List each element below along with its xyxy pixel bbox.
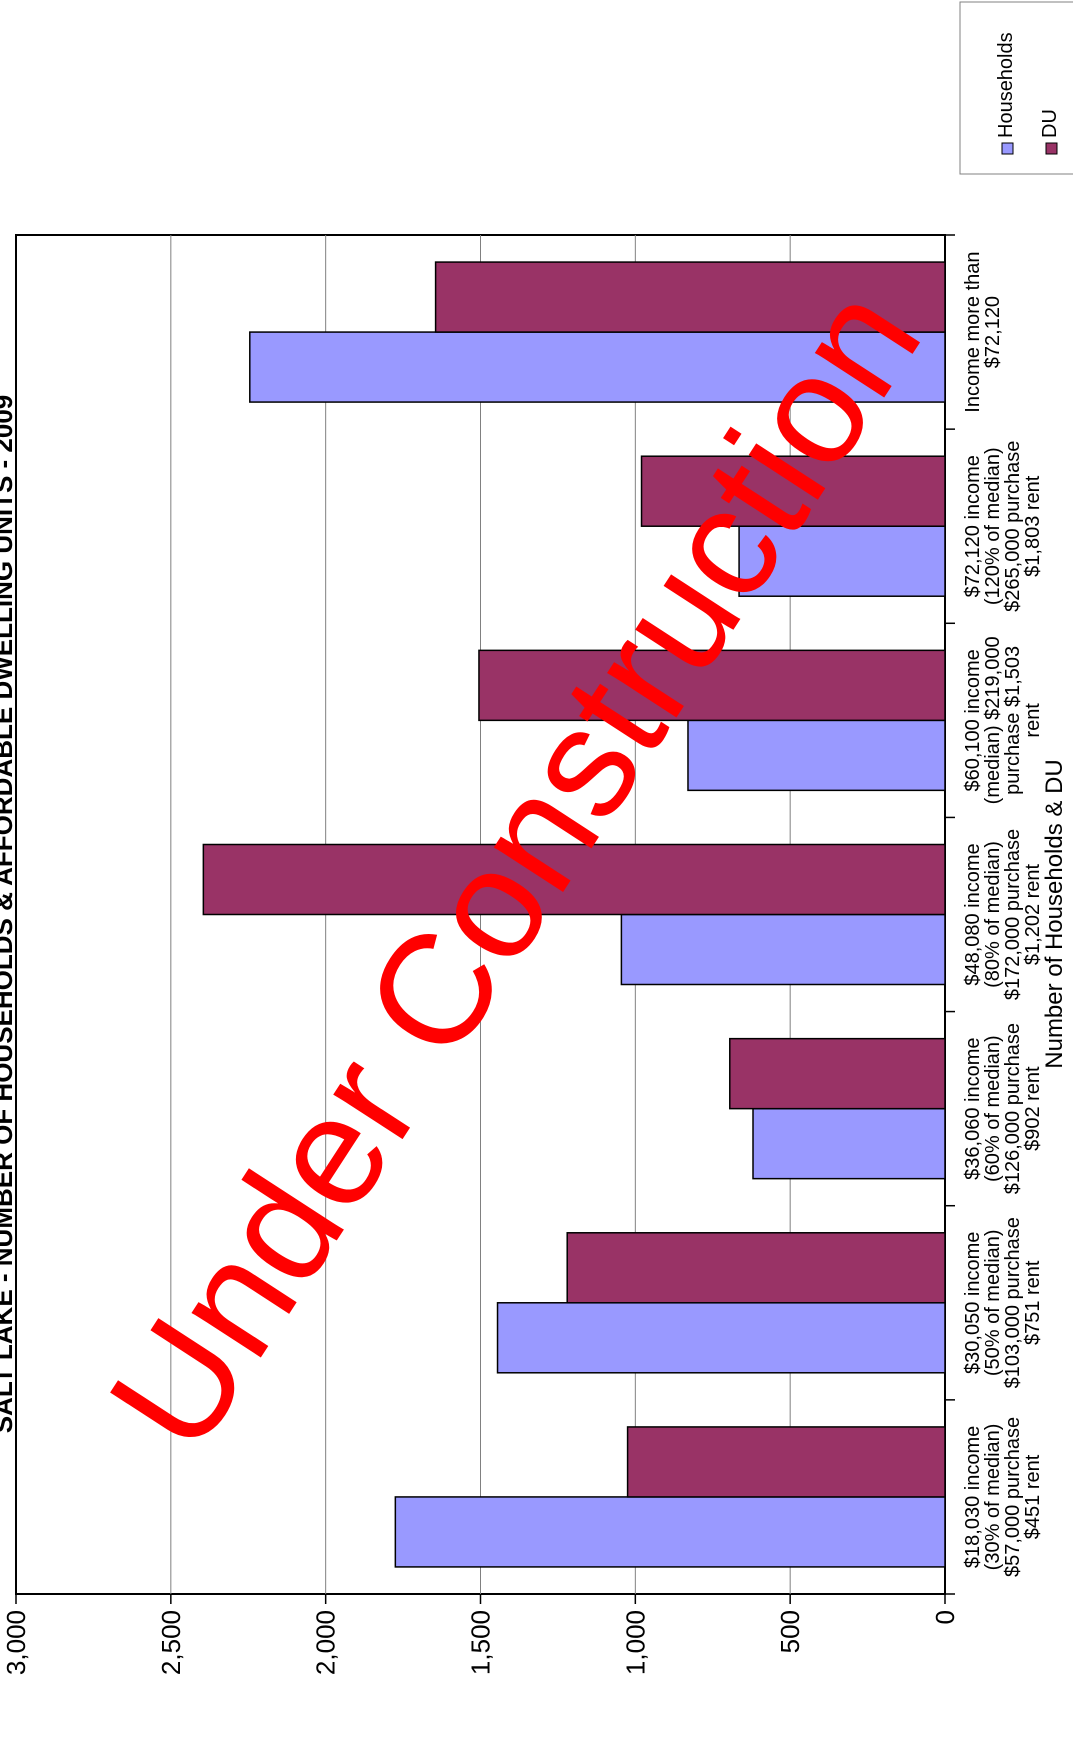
category-label: $72,120 income(120% of median)$265,000 p… [962, 441, 1044, 612]
legend-label-households: Households [995, 32, 1017, 138]
legend-swatch-households [1001, 142, 1014, 155]
category-label: $18,030 income(30% of median)$57,000 pur… [962, 1417, 1044, 1577]
axes [15, 234, 955, 1604]
legend: Households DU [959, 1, 1073, 175]
bar-du-3 [729, 1037, 946, 1110]
bar-du-7 [434, 261, 946, 333]
y-tick-label: 500 [775, 1610, 805, 1653]
bar-du-5 [478, 649, 946, 722]
bar-du-2 [566, 1232, 946, 1304]
category-label: $30,050 income(50% of median)$103,000 pu… [962, 1217, 1044, 1388]
bar-households-1 [394, 1496, 946, 1568]
y-tick-label: 2,000 [311, 1610, 341, 1675]
category-label: $60,100 income(median) $219,000purchase … [962, 636, 1044, 804]
y-tick-label: 1,000 [620, 1610, 650, 1675]
category-labels: $18,030 income(30% of median)$57,000 pur… [962, 251, 1044, 1577]
bar-households-3 [752, 1107, 946, 1180]
legend-box [959, 1, 1073, 175]
category-label: $36,060 income(60% of median)$126,000 pu… [962, 1023, 1044, 1194]
legend-label-du: DU [1039, 109, 1061, 138]
legend-swatch-du [1045, 142, 1058, 155]
category-label: $48,080 income(80% of median)$172,000 pu… [962, 829, 1044, 1000]
bar-du-1 [626, 1426, 946, 1498]
category-label: Income more than$72,120 [962, 251, 1004, 412]
y-tick-label: 0 [930, 1610, 960, 1624]
y-tick-label: 3,000 [1, 1610, 31, 1675]
bars [202, 261, 946, 1568]
y-tick-label: 2,500 [156, 1610, 186, 1675]
bar-du-4 [202, 843, 946, 916]
y-axis-title: Number of Households & DU [1041, 759, 1068, 1068]
y-tick-labels: 0 500 1,000 1,500 2,000 2,500 3,000 [1, 1610, 960, 1675]
bar-du-6 [640, 455, 946, 527]
bar-households-2 [496, 1302, 946, 1374]
chart-title: SALT LAKE - NUMBER OF HOUSEHOLDS & AFFOR… [0, 395, 18, 1434]
bar-households-5 [687, 719, 946, 792]
bar-households-4 [620, 913, 946, 986]
y-tick-label: 1,500 [466, 1610, 496, 1675]
